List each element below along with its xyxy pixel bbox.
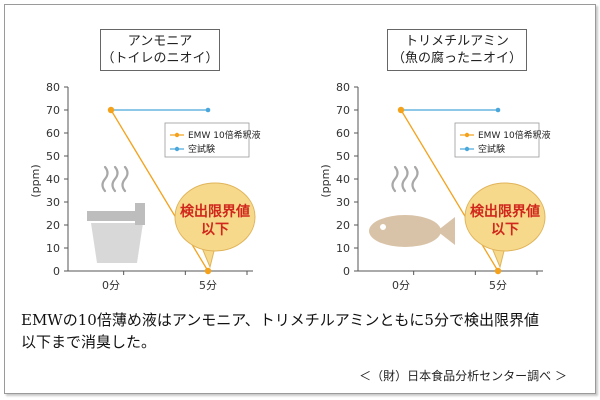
y-axis-label: (ppm)	[29, 164, 42, 197]
toilet-body	[91, 223, 143, 263]
y-tick-label: 30	[46, 196, 60, 209]
plot-area: 0 10 20 30 40 50 60 70 80 0分 5分 (ppm) EMW 10倍希釈液空試験検…	[319, 81, 551, 292]
y-tick-label: 80	[46, 81, 60, 94]
caption-line-1: EMWの10倍薄め液はアンモニア、トリメチルアミンともに5分で検出限界値	[21, 311, 539, 329]
legend-swatch-point	[464, 146, 470, 152]
x-tick-label: 0分	[102, 279, 120, 292]
plot-area: 0 10 20 30 40 50 60 70 80 0分 5分 (ppm) EMW 10倍希釈液空試験検…	[29, 81, 261, 292]
legend-swatch-point	[174, 132, 180, 138]
y-tick-label: 50	[336, 150, 350, 163]
chart-subtitle: （トイレのニオイ）	[101, 51, 219, 66]
legend-label: 空試験	[478, 143, 505, 155]
y-tick-label: 10	[336, 242, 350, 255]
legend-label: EMW 10倍希釈液	[188, 129, 261, 141]
legend-label: 空試験	[188, 143, 215, 155]
x-tick-label: 5分	[199, 279, 217, 292]
steam-wisp	[111, 165, 119, 193]
data-point	[494, 267, 502, 275]
fish-tail	[437, 217, 455, 245]
annotation-text: 検出限界値	[470, 203, 540, 220]
y-tick-label: 10	[46, 242, 60, 255]
annotation-text: 以下	[491, 222, 519, 238]
y-tick-label: 80	[336, 81, 350, 94]
bubble-body	[174, 182, 256, 252]
chart-title-ammonia: アンモニア （トイレのニオイ）	[100, 29, 220, 71]
chart-ammonia: 0 10 20 30 40 50 60 70 80 0分 5分 (ppm) EMW 10倍希釈液空試験検…	[29, 81, 261, 292]
y-tick-label: 40	[336, 173, 350, 186]
fish-icon	[369, 165, 455, 247]
data-point	[107, 106, 115, 114]
bubble-body	[464, 182, 546, 252]
x-tick-label: 5分	[489, 279, 507, 292]
y-tick-label: 40	[46, 173, 60, 186]
y-tick-label: 0	[343, 265, 350, 278]
fish-eye	[380, 224, 386, 230]
toilet-icon	[87, 165, 145, 263]
steam-wisp	[411, 165, 419, 193]
x-tick-label: 0分	[392, 279, 410, 292]
y-tick-label: 70	[336, 104, 350, 117]
fish-body	[369, 215, 441, 247]
chart-title: アンモニア	[127, 34, 193, 49]
legend-label: EMW 10倍希釈液	[478, 129, 551, 141]
legend-box	[164, 122, 250, 158]
legend-swatch-point	[174, 146, 180, 152]
data-point	[205, 107, 211, 113]
y-tick-label: 70	[46, 104, 60, 117]
annotation-text: 検出限界値	[180, 203, 250, 220]
toilet-back	[135, 203, 145, 225]
data-point	[495, 107, 501, 113]
y-axis-label: (ppm)	[319, 164, 332, 197]
y-tick-label: 50	[46, 150, 60, 163]
steam-wisp	[101, 165, 109, 193]
y-tick-label: 30	[336, 196, 350, 209]
toilet-tank	[87, 211, 143, 221]
caption: EMWの10倍薄め液はアンモニア、トリメチルアミンともに5分で検出限界値 以下ま…	[21, 309, 586, 353]
legend-swatch-point	[464, 132, 470, 138]
legend-box	[454, 122, 540, 158]
figure-frame: アンモニア （トイレのニオイ） トリメチルアミン （魚の腐ったニオイ） 0 10 2…	[4, 4, 596, 394]
chart-subtitle: （魚の腐ったニオイ）	[391, 51, 522, 66]
steam-wisp	[401, 165, 409, 193]
y-tick-label: 60	[46, 127, 60, 140]
y-tick-label: 20	[46, 219, 60, 232]
chart-trimethylamine: 0 10 20 30 40 50 60 70 80 0分 5分 (ppm) EMW 10倍希釈液空試験検…	[319, 81, 551, 292]
chart-title-trimethylamine: トリメチルアミン （魚の腐ったニオイ）	[387, 29, 527, 71]
y-tick-label: 20	[336, 219, 350, 232]
source-note: ＜（財）日本食品分析センター調べ ＞	[359, 369, 567, 383]
annotation-text: 以下	[201, 222, 229, 238]
chart-title: トリメチルアミン	[405, 34, 509, 49]
y-tick-label: 0	[53, 265, 60, 278]
caption-line-2: 以下まで消臭した。	[21, 333, 157, 351]
y-tick-label: 60	[336, 127, 350, 140]
data-point	[397, 106, 405, 114]
data-point	[204, 267, 212, 275]
steam-wisp	[391, 165, 399, 193]
steam-wisp	[121, 165, 129, 193]
